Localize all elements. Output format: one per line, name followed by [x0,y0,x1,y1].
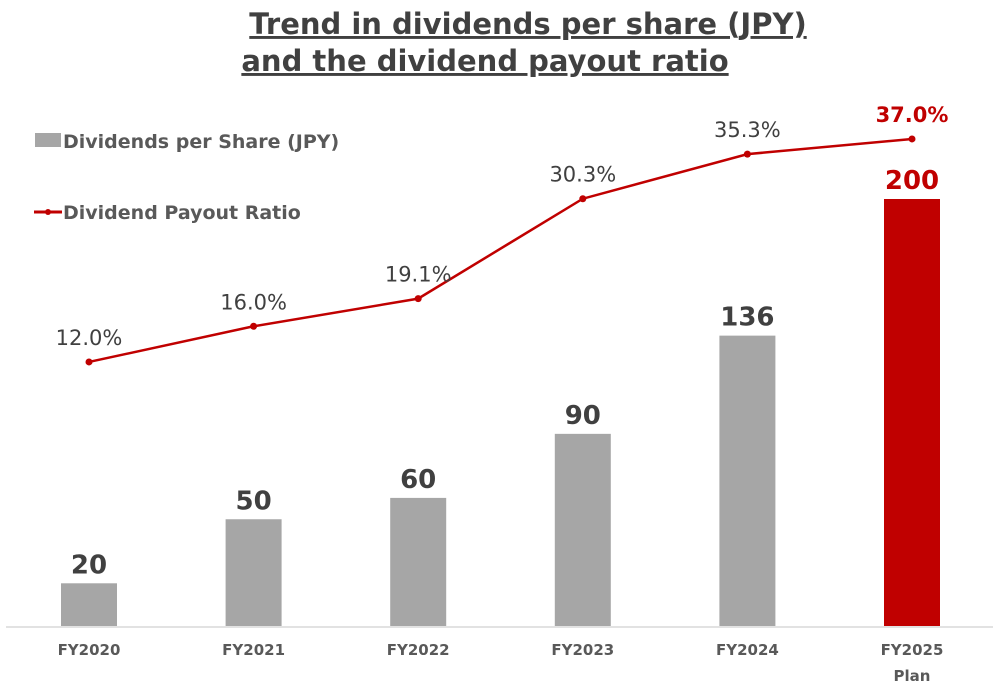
legend-dividends: Dividends per Share (JPY) [63,131,339,153]
bar-fy2020 [61,583,117,626]
chart-title-line-2: and the dividend payout ratio [241,44,728,78]
bar-value-label: 136 [720,303,774,333]
legend-bar-swatch [35,133,61,147]
bar-fy2021 [225,519,282,626]
bar-fy2024 [719,335,776,626]
payout-ratio-marker [579,195,587,203]
x-axis-label: FY2021 [222,641,285,659]
payout-ratio-line [88,137,913,364]
payout-ratio-label: 19.1% [385,263,452,287]
x-axis-label: FY2025 [881,641,944,659]
chart-title-line-1: Trend in dividends per share (JPY) [249,7,806,41]
bar-value-label: 200 [885,166,939,196]
bar-fy2023 [554,433,611,626]
payout-ratio-marker [908,135,916,143]
bar-fy2025 [884,199,940,626]
legend-payout: Dividend Payout Ratio [63,202,301,224]
bar-value-label: 20 [71,550,107,580]
legend: Dividends per Share (JPY) Dividend Payou… [34,131,339,224]
bar-value-label: 50 [236,486,272,516]
legend-line-marker [45,209,51,215]
payout-ratio-label: 37.0% [876,103,949,127]
payout-ratio-marker [743,150,751,158]
payout-ratio-marker [414,295,422,303]
payout-ratio-marker [85,358,93,366]
bar-value-label: 90 [565,401,601,431]
x-axis-label: Plan [894,667,931,685]
x-axis-label: FY2024 [716,641,779,659]
x-axis-label: FY2020 [58,641,121,659]
x-axis-label: FY2022 [387,641,450,659]
bar-value-label: 60 [400,465,436,495]
payout-ratio-label: 35.3% [714,118,781,142]
payout-ratio-label: 16.0% [220,290,287,314]
payout-ratio-label: 30.3% [549,163,616,187]
x-axis-label: FY2023 [551,641,614,659]
payout-ratio-label: 12.0% [56,326,123,350]
payout-ratio-marker [250,322,258,330]
bar-fy2022 [390,497,447,626]
